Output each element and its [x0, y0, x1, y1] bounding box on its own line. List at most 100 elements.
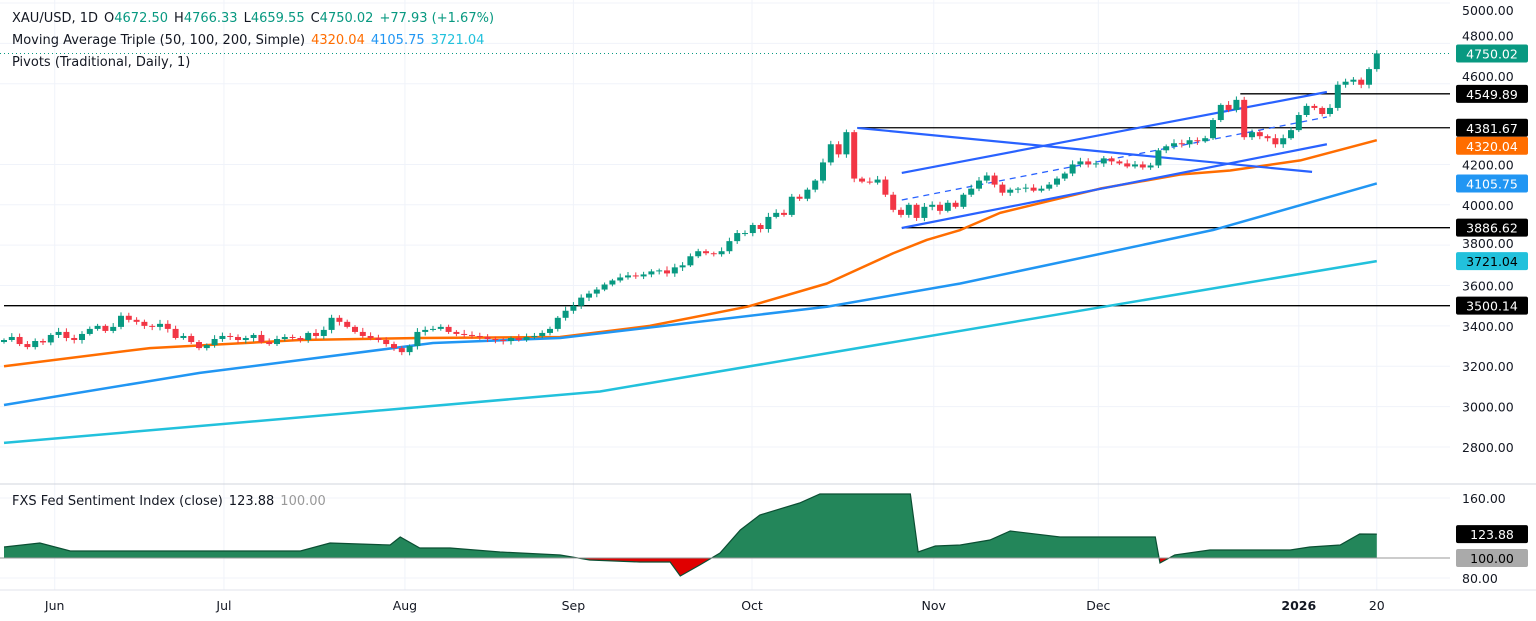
candle-body [913, 204, 920, 218]
candle-body [944, 202, 951, 211]
candle [703, 249, 709, 256]
candle-body [492, 338, 499, 341]
candle [274, 335, 280, 347]
candle-body [141, 321, 148, 326]
candle-body [219, 335, 226, 339]
candle [430, 325, 436, 332]
candle-body [55, 331, 62, 335]
sentiment-base: 100.00 [280, 494, 326, 509]
candle [999, 182, 1006, 196]
candle [1132, 161, 1138, 169]
candle [289, 334, 296, 341]
candle-body [406, 346, 413, 353]
candle [1116, 159, 1123, 166]
candle [203, 343, 210, 351]
candle-body [593, 289, 600, 294]
candle-body [1139, 164, 1146, 168]
candle [804, 187, 811, 202]
candle [609, 278, 616, 287]
y-tick-label: 5000.00 [1462, 3, 1514, 18]
x-tick-label: 2026 [1281, 598, 1316, 613]
candle-body [1303, 105, 1310, 115]
candle-body [422, 329, 429, 332]
candle-body [1171, 143, 1177, 147]
pivot-tag: 4549.89 [1466, 87, 1518, 102]
candle [79, 331, 85, 344]
candle [905, 202, 912, 218]
candle [1280, 134, 1287, 148]
candle [921, 202, 928, 222]
candle-body [1132, 164, 1138, 167]
candle [1210, 118, 1216, 141]
candle [632, 272, 639, 279]
candle [63, 328, 70, 342]
candle-body [1288, 130, 1294, 139]
candle [375, 334, 382, 343]
candle [336, 315, 343, 326]
candle-body [383, 340, 390, 345]
candle-body [656, 270, 663, 272]
candle-body [1202, 138, 1209, 142]
candle-body [601, 284, 608, 290]
candle [866, 177, 873, 185]
candle-body [118, 315, 124, 327]
candle [367, 332, 374, 341]
candle [391, 341, 397, 351]
candle [570, 302, 577, 314]
candle-body [188, 335, 195, 343]
candle-body [625, 275, 631, 278]
candle-body [110, 326, 117, 331]
y-tick-label: 80.00 [1462, 571, 1498, 586]
sentiment-area-below [4, 558, 1377, 576]
x-tick-label: Nov [922, 598, 947, 613]
candle-body [461, 333, 468, 335]
candle-body [843, 132, 850, 155]
ma50-tag-bg [1456, 136, 1528, 155]
candle-body [500, 340, 507, 342]
candle-body [515, 337, 522, 341]
close-value: 4750.02 [319, 11, 374, 26]
candle [157, 319, 163, 331]
candle [1178, 139, 1185, 148]
candle [1264, 134, 1271, 142]
candle-body [1061, 173, 1068, 179]
candle [94, 323, 101, 331]
candle-body [921, 206, 928, 218]
candle [266, 338, 273, 346]
candle-body [1210, 120, 1216, 139]
candle [344, 319, 351, 329]
candle-body [765, 216, 772, 230]
x-tick-label: Aug [393, 598, 417, 613]
candle [1054, 176, 1060, 187]
candle-body [749, 224, 756, 234]
candle [820, 158, 826, 184]
candle-body [157, 323, 163, 327]
candle [757, 223, 764, 233]
candle [1366, 67, 1372, 89]
candle-body [968, 188, 975, 195]
candle [320, 326, 327, 340]
candle [47, 333, 54, 346]
candle [1, 338, 7, 344]
candle [531, 332, 538, 339]
open-label: O [104, 11, 115, 26]
candle [1085, 158, 1092, 168]
candle [1100, 155, 1107, 167]
candle-body [952, 202, 959, 207]
candle [929, 201, 936, 211]
high-label: H [174, 11, 184, 26]
candle [625, 271, 631, 280]
candle-body [1178, 143, 1185, 145]
candle [102, 324, 109, 333]
symbol-title: XAU/USD, 1D [12, 11, 99, 26]
pivots-legend: Pivots (Traditional, Daily, 1) [12, 55, 196, 70]
candle-body [937, 204, 943, 211]
candle-body [196, 342, 202, 349]
candle [843, 129, 850, 158]
candle [484, 334, 491, 343]
candle-body [679, 265, 686, 268]
candle [445, 324, 452, 334]
candle [1256, 129, 1263, 140]
candle-body [281, 336, 288, 339]
